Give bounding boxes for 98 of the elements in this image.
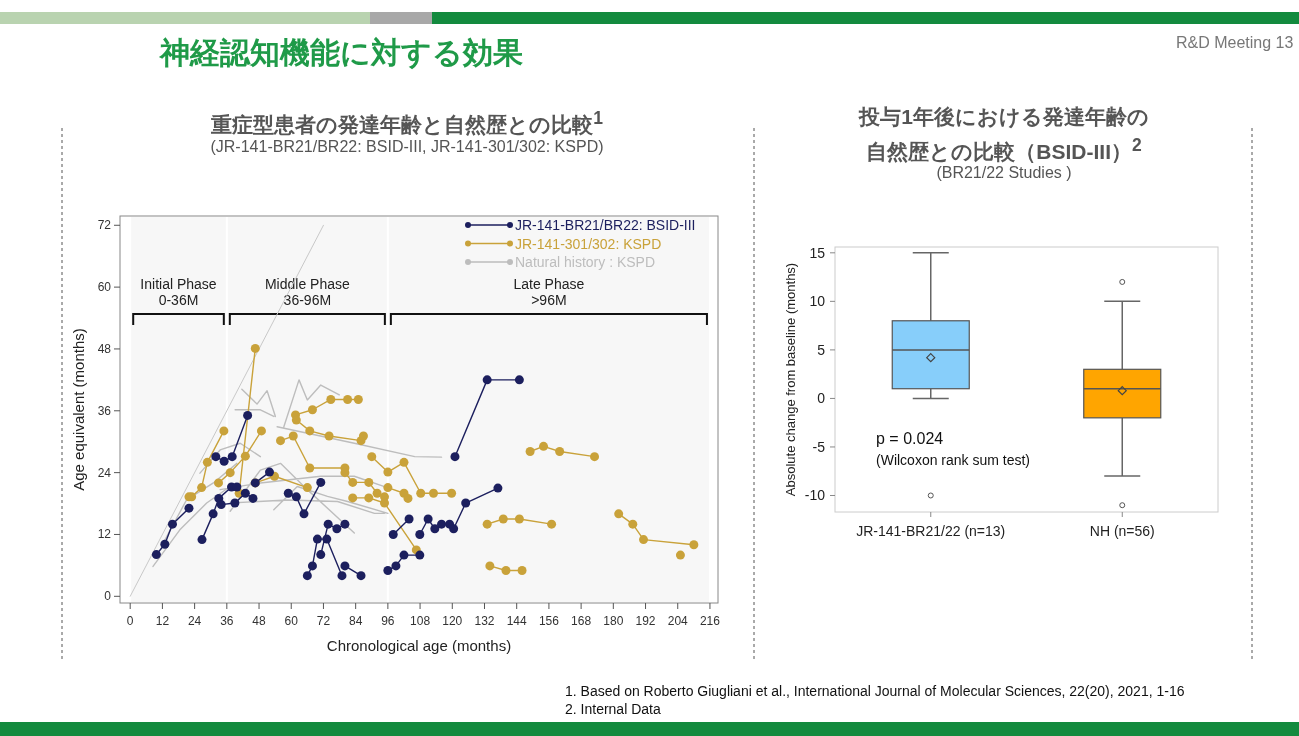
y-tick-label: 72 bbox=[97, 218, 112, 233]
point bbox=[514, 375, 524, 385]
x-tick-label: 60 bbox=[284, 614, 299, 628]
y-tick-label: 36 bbox=[97, 403, 112, 418]
x-tick-label: 168 bbox=[571, 614, 592, 628]
x-axis-title: Chronological age (months) bbox=[326, 637, 512, 654]
point bbox=[243, 410, 253, 420]
point bbox=[383, 566, 393, 576]
legend-label: Natural history : KSPD bbox=[515, 254, 656, 270]
y-tick-label: 5 bbox=[817, 341, 826, 358]
point bbox=[208, 509, 218, 519]
point bbox=[312, 534, 322, 544]
point bbox=[356, 571, 366, 581]
point bbox=[404, 514, 414, 524]
point bbox=[388, 529, 398, 539]
chart-subtitle: (JR-141-BR21/BR22: BSID-III, JR-141-301/302: KSPD) bbox=[209, 138, 605, 156]
point bbox=[340, 519, 350, 529]
y-tick-label: -5 bbox=[812, 438, 826, 455]
x-tick-label: JR-141-BR21/22 (n=13) bbox=[856, 523, 1006, 539]
y-tick-label: 24 bbox=[97, 465, 112, 480]
chart-title: 重症型患者の発達年齢と自然歴との比較$^{1}$ bbox=[210, 107, 604, 138]
point bbox=[399, 550, 409, 560]
point bbox=[167, 519, 177, 529]
x-tick-label: 84 bbox=[348, 614, 363, 628]
legend-label: JR-141-301/302: KSPD bbox=[515, 235, 662, 252]
point bbox=[248, 493, 258, 503]
x-tick-label: 0 bbox=[126, 614, 134, 628]
point bbox=[423, 514, 433, 524]
point bbox=[482, 375, 492, 385]
x-tick-label: NH (n=56) bbox=[1089, 523, 1155, 539]
point bbox=[437, 519, 447, 529]
text: R&D Meeting 13 bbox=[1176, 34, 1294, 52]
text: 神経認知機能に対する効果 bbox=[160, 35, 523, 71]
point bbox=[316, 550, 326, 560]
point bbox=[299, 509, 309, 519]
point bbox=[461, 498, 471, 508]
x-tick-label: 180 bbox=[603, 614, 624, 628]
chart-subtitle: (BR21/22 Studies ) bbox=[935, 164, 1073, 182]
annotation: p = 0.024 bbox=[876, 430, 944, 448]
point bbox=[184, 503, 194, 513]
point bbox=[283, 488, 293, 498]
point bbox=[216, 500, 226, 510]
annotation: (Wilcoxon rank sum test) bbox=[876, 452, 1031, 468]
point bbox=[340, 561, 350, 571]
point bbox=[291, 492, 301, 502]
x-tick-label: 132 bbox=[474, 614, 495, 628]
y-tick-label: 10 bbox=[809, 293, 826, 310]
point bbox=[449, 524, 459, 534]
band-label: Middle Phase 36-96M bbox=[264, 276, 350, 308]
y-tick-label: 0 bbox=[104, 589, 112, 604]
point bbox=[415, 529, 425, 539]
text: 2. Internal Data bbox=[565, 701, 661, 717]
y-tick-label: 0 bbox=[817, 390, 826, 407]
point bbox=[316, 477, 326, 487]
x-tick-label: 72 bbox=[316, 614, 331, 628]
y-tick-label: 60 bbox=[97, 280, 112, 295]
x-tick-label: 108 bbox=[410, 614, 431, 628]
y-tick-label: 15 bbox=[809, 244, 826, 261]
text: 1. Based on Roberto Giugliani et al., International Journal of Molecular Sciences, 22(20), 2021, 1-16 bbox=[565, 683, 1185, 699]
point bbox=[230, 498, 240, 508]
x-tick-label: 144 bbox=[506, 614, 528, 628]
x-tick-label: 96 bbox=[381, 614, 395, 628]
x-tick-label: 192 bbox=[635, 614, 656, 628]
x-tick-label: 216 bbox=[699, 614, 721, 628]
point bbox=[219, 456, 229, 466]
x-tick-label: 12 bbox=[155, 614, 170, 628]
x-tick-label: 24 bbox=[187, 614, 202, 628]
point bbox=[151, 550, 161, 560]
point bbox=[265, 467, 274, 477]
point bbox=[211, 452, 221, 462]
band-label: Initial Phase 0-36M bbox=[140, 276, 217, 308]
chart-title: 投与1年後における発達年齢の自然歴との比較（BSID-III）$^{2}$ bbox=[859, 105, 1149, 163]
x-tick-label: 48 bbox=[252, 614, 267, 628]
y-tick-label: 48 bbox=[97, 341, 112, 356]
y-axis-title: Absolute change from baseline (months) bbox=[783, 262, 798, 497]
point bbox=[160, 539, 170, 549]
point bbox=[307, 561, 317, 571]
point bbox=[430, 524, 440, 534]
point bbox=[391, 561, 401, 571]
point bbox=[450, 452, 460, 462]
point bbox=[493, 483, 503, 493]
x-tick-label: 204 bbox=[667, 614, 689, 628]
y-axis-title: Age equivalent (months) bbox=[70, 328, 87, 491]
point bbox=[302, 571, 312, 581]
point bbox=[415, 550, 425, 560]
point bbox=[227, 452, 237, 462]
y-tick-label: -10 bbox=[804, 487, 826, 504]
x-tick-label: 156 bbox=[538, 614, 560, 628]
point bbox=[332, 524, 342, 534]
legend-label: JR-141-BR21/BR22: BSID-III bbox=[515, 217, 696, 233]
point bbox=[240, 488, 250, 498]
point bbox=[322, 534, 332, 544]
point bbox=[323, 519, 333, 529]
band-label: Late Phase >96M bbox=[513, 276, 585, 308]
point bbox=[337, 571, 347, 581]
x-tick-label: 36 bbox=[220, 614, 234, 628]
point bbox=[197, 535, 207, 545]
x-tick-label: 120 bbox=[442, 614, 463, 628]
